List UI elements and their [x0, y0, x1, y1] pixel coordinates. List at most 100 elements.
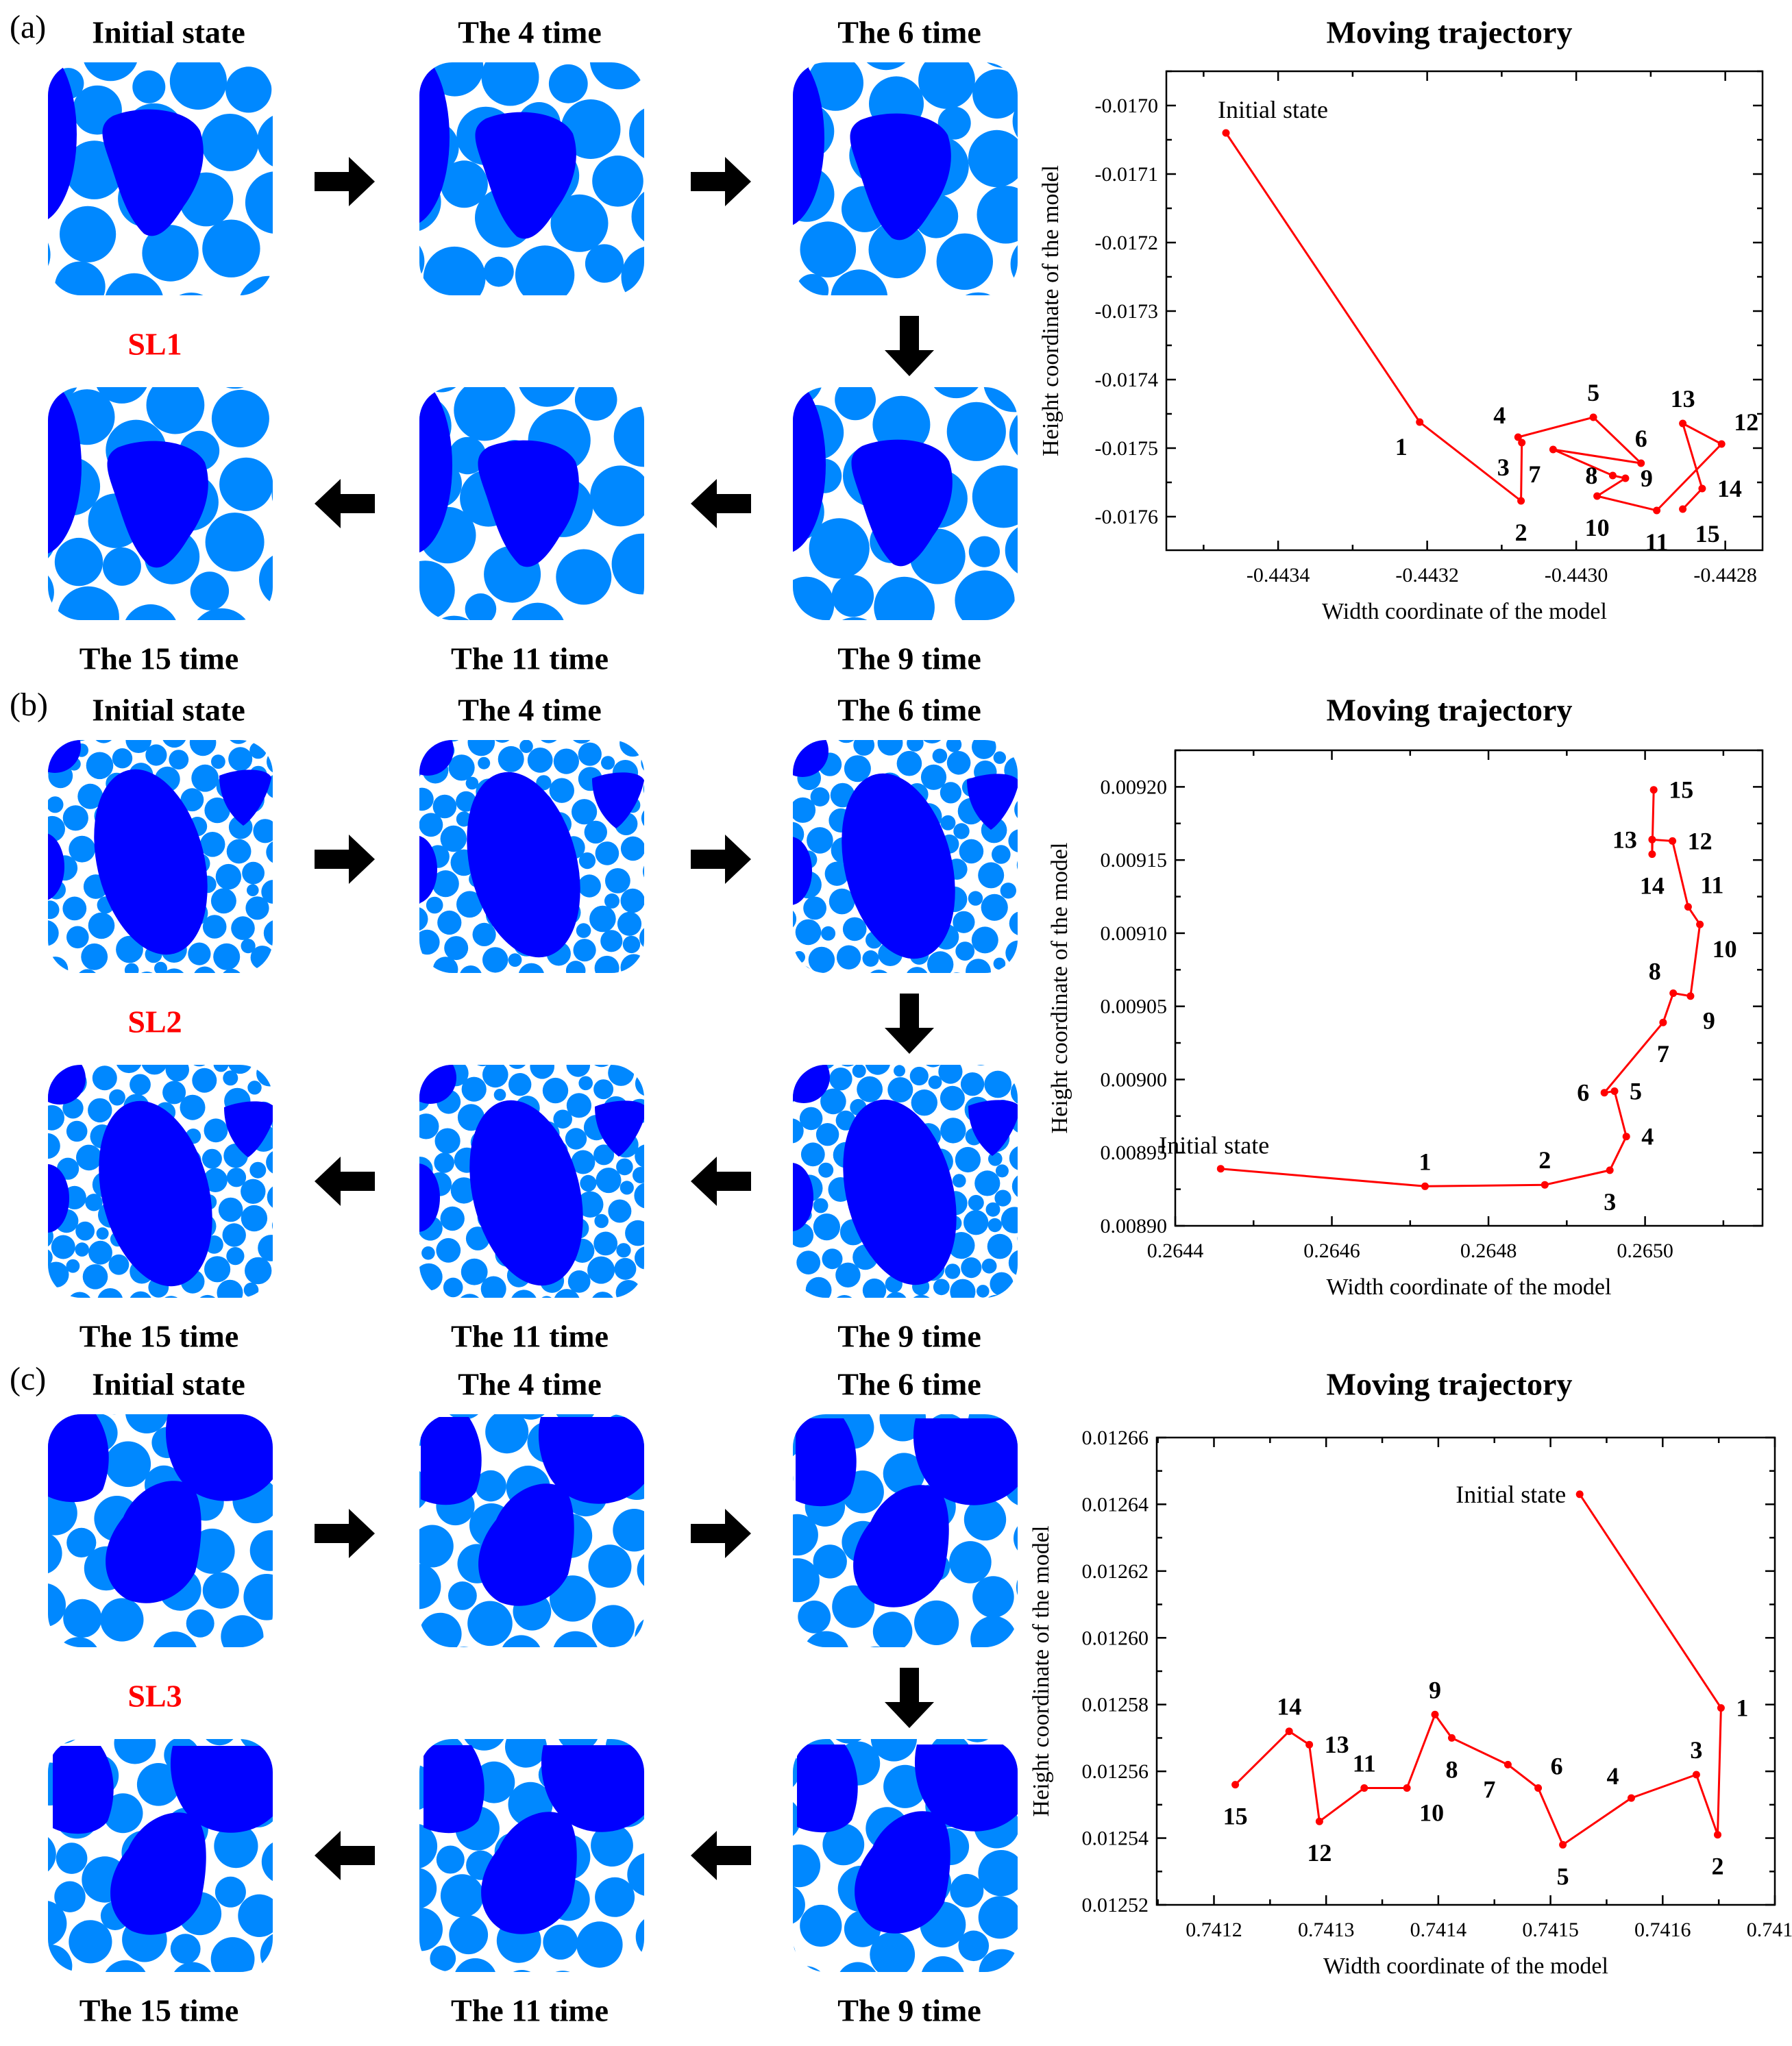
sample-label: SL1	[127, 326, 182, 362]
panel-letter: (a)	[10, 9, 47, 45]
small-particle	[199, 832, 225, 857]
small-particle	[1009, 911, 1018, 936]
small-particle	[238, 275, 273, 295]
small-particle	[77, 783, 103, 809]
point-label: 2	[1515, 519, 1527, 546]
small-particle	[223, 1070, 238, 1086]
trajectory-point	[1231, 1781, 1240, 1789]
arrow-right-icon	[691, 157, 751, 206]
small-particle	[527, 748, 553, 773]
small-particle	[820, 1088, 846, 1115]
point-label: 15	[1669, 776, 1693, 804]
small-particle	[966, 959, 991, 973]
small-particle	[132, 70, 166, 103]
trajectory-chart: 0.2644 0.2646 0.2648 0.2650 0.00890 0.00895 0.…	[1047, 749, 1764, 1300]
x-tick-label: 0.7412	[1186, 1919, 1242, 1941]
small-particle	[165, 1065, 190, 1082]
small-particle	[793, 619, 802, 620]
small-particle	[937, 106, 971, 140]
small-particle	[509, 602, 566, 620]
small-particle	[436, 1237, 461, 1263]
particle-image-t11	[419, 1065, 644, 1298]
small-particle	[456, 891, 483, 918]
small-particle	[483, 256, 514, 287]
small-particle	[189, 1528, 235, 1574]
y-tick-label: -0.0172	[1095, 232, 1159, 254]
small-particle	[977, 186, 1018, 244]
small-particle	[853, 740, 875, 756]
small-particle	[114, 1739, 156, 1764]
trajectory-point	[1714, 1831, 1721, 1839]
small-particle	[578, 874, 601, 898]
small-particle	[48, 1531, 62, 1575]
caption-t15: The 15 time	[79, 1993, 239, 2028]
large-particle	[478, 1483, 574, 1606]
small-particle	[974, 1170, 1001, 1196]
trajectory-line	[1220, 789, 1702, 1187]
large-particle	[793, 62, 824, 227]
small-particle	[617, 911, 642, 936]
small-particle	[188, 942, 211, 965]
x-tick-label: 0.2650	[1617, 1240, 1673, 1262]
small-particle	[141, 1065, 168, 1075]
large-particle	[853, 1485, 949, 1607]
small-particle	[449, 1915, 489, 1955]
small-particle	[614, 1257, 637, 1280]
small-particle	[578, 1076, 593, 1091]
arrow-right-icon	[315, 1509, 375, 1558]
small-particle	[796, 1250, 821, 1274]
small-particle	[963, 1498, 1007, 1541]
caption-initial: Initial state	[92, 14, 245, 50]
y-tick-label: 0.00895	[1101, 1142, 1168, 1164]
caption-t6: The 6 time	[837, 14, 981, 50]
large-particle	[419, 62, 450, 226]
point-label: 7	[1528, 460, 1541, 488]
small-particle	[608, 1199, 632, 1223]
small-particle	[478, 756, 491, 769]
small-particle	[450, 1177, 478, 1204]
small-particle	[56, 1842, 88, 1874]
large-particle	[850, 113, 951, 241]
small-particle	[932, 748, 948, 764]
x-axis-title: Width coordinate of the model	[1327, 1274, 1612, 1300]
small-particle	[818, 1162, 834, 1178]
particle-svg	[793, 387, 1018, 620]
small-particle	[993, 957, 1006, 970]
small-particle	[482, 947, 508, 973]
particle-svg	[419, 62, 644, 295]
small-particle	[419, 616, 425, 620]
small-particle	[629, 105, 644, 162]
small-particle	[203, 1168, 228, 1192]
trajectory-point	[1593, 492, 1601, 500]
small-particle	[1011, 1283, 1018, 1298]
small-particle	[485, 1414, 529, 1454]
large-particle	[855, 1811, 950, 1934]
trajectory-point	[1403, 1784, 1411, 1792]
small-particle	[454, 1958, 498, 1972]
trajectory-point	[1448, 1734, 1456, 1742]
chart-title: Moving trajectory	[1326, 692, 1573, 728]
small-particle	[808, 946, 835, 973]
small-particle	[968, 536, 1000, 567]
small-particle	[619, 1181, 634, 1195]
small-particle	[145, 744, 167, 766]
small-particle	[444, 936, 469, 961]
small-particle	[213, 943, 241, 970]
small-particle	[461, 1258, 488, 1285]
trajectory-chart: -0.4434 -0.4432 -0.4430 -0.4428 -0.0170 -0.01…	[1038, 70, 1764, 624]
trajectory-chart: 0.7412 0.7413 0.7414 0.7415 0.7416 0.7417 0.01…	[1029, 1427, 1792, 1979]
trajectory-point	[1503, 1760, 1512, 1768]
particle-svg	[48, 1065, 273, 1298]
small-particle	[992, 845, 1011, 864]
caption-t4: The 4 time	[458, 1366, 602, 1402]
small-particle	[793, 951, 805, 963]
small-particle	[815, 1123, 839, 1146]
small-particle	[870, 1932, 916, 1972]
large-particle	[842, 773, 955, 959]
small-particle	[793, 576, 835, 620]
small-particle	[793, 1884, 805, 1925]
small-particle	[566, 1065, 591, 1077]
small-particle	[857, 1076, 883, 1102]
small-particle	[868, 221, 926, 279]
small-particle	[813, 1213, 840, 1241]
